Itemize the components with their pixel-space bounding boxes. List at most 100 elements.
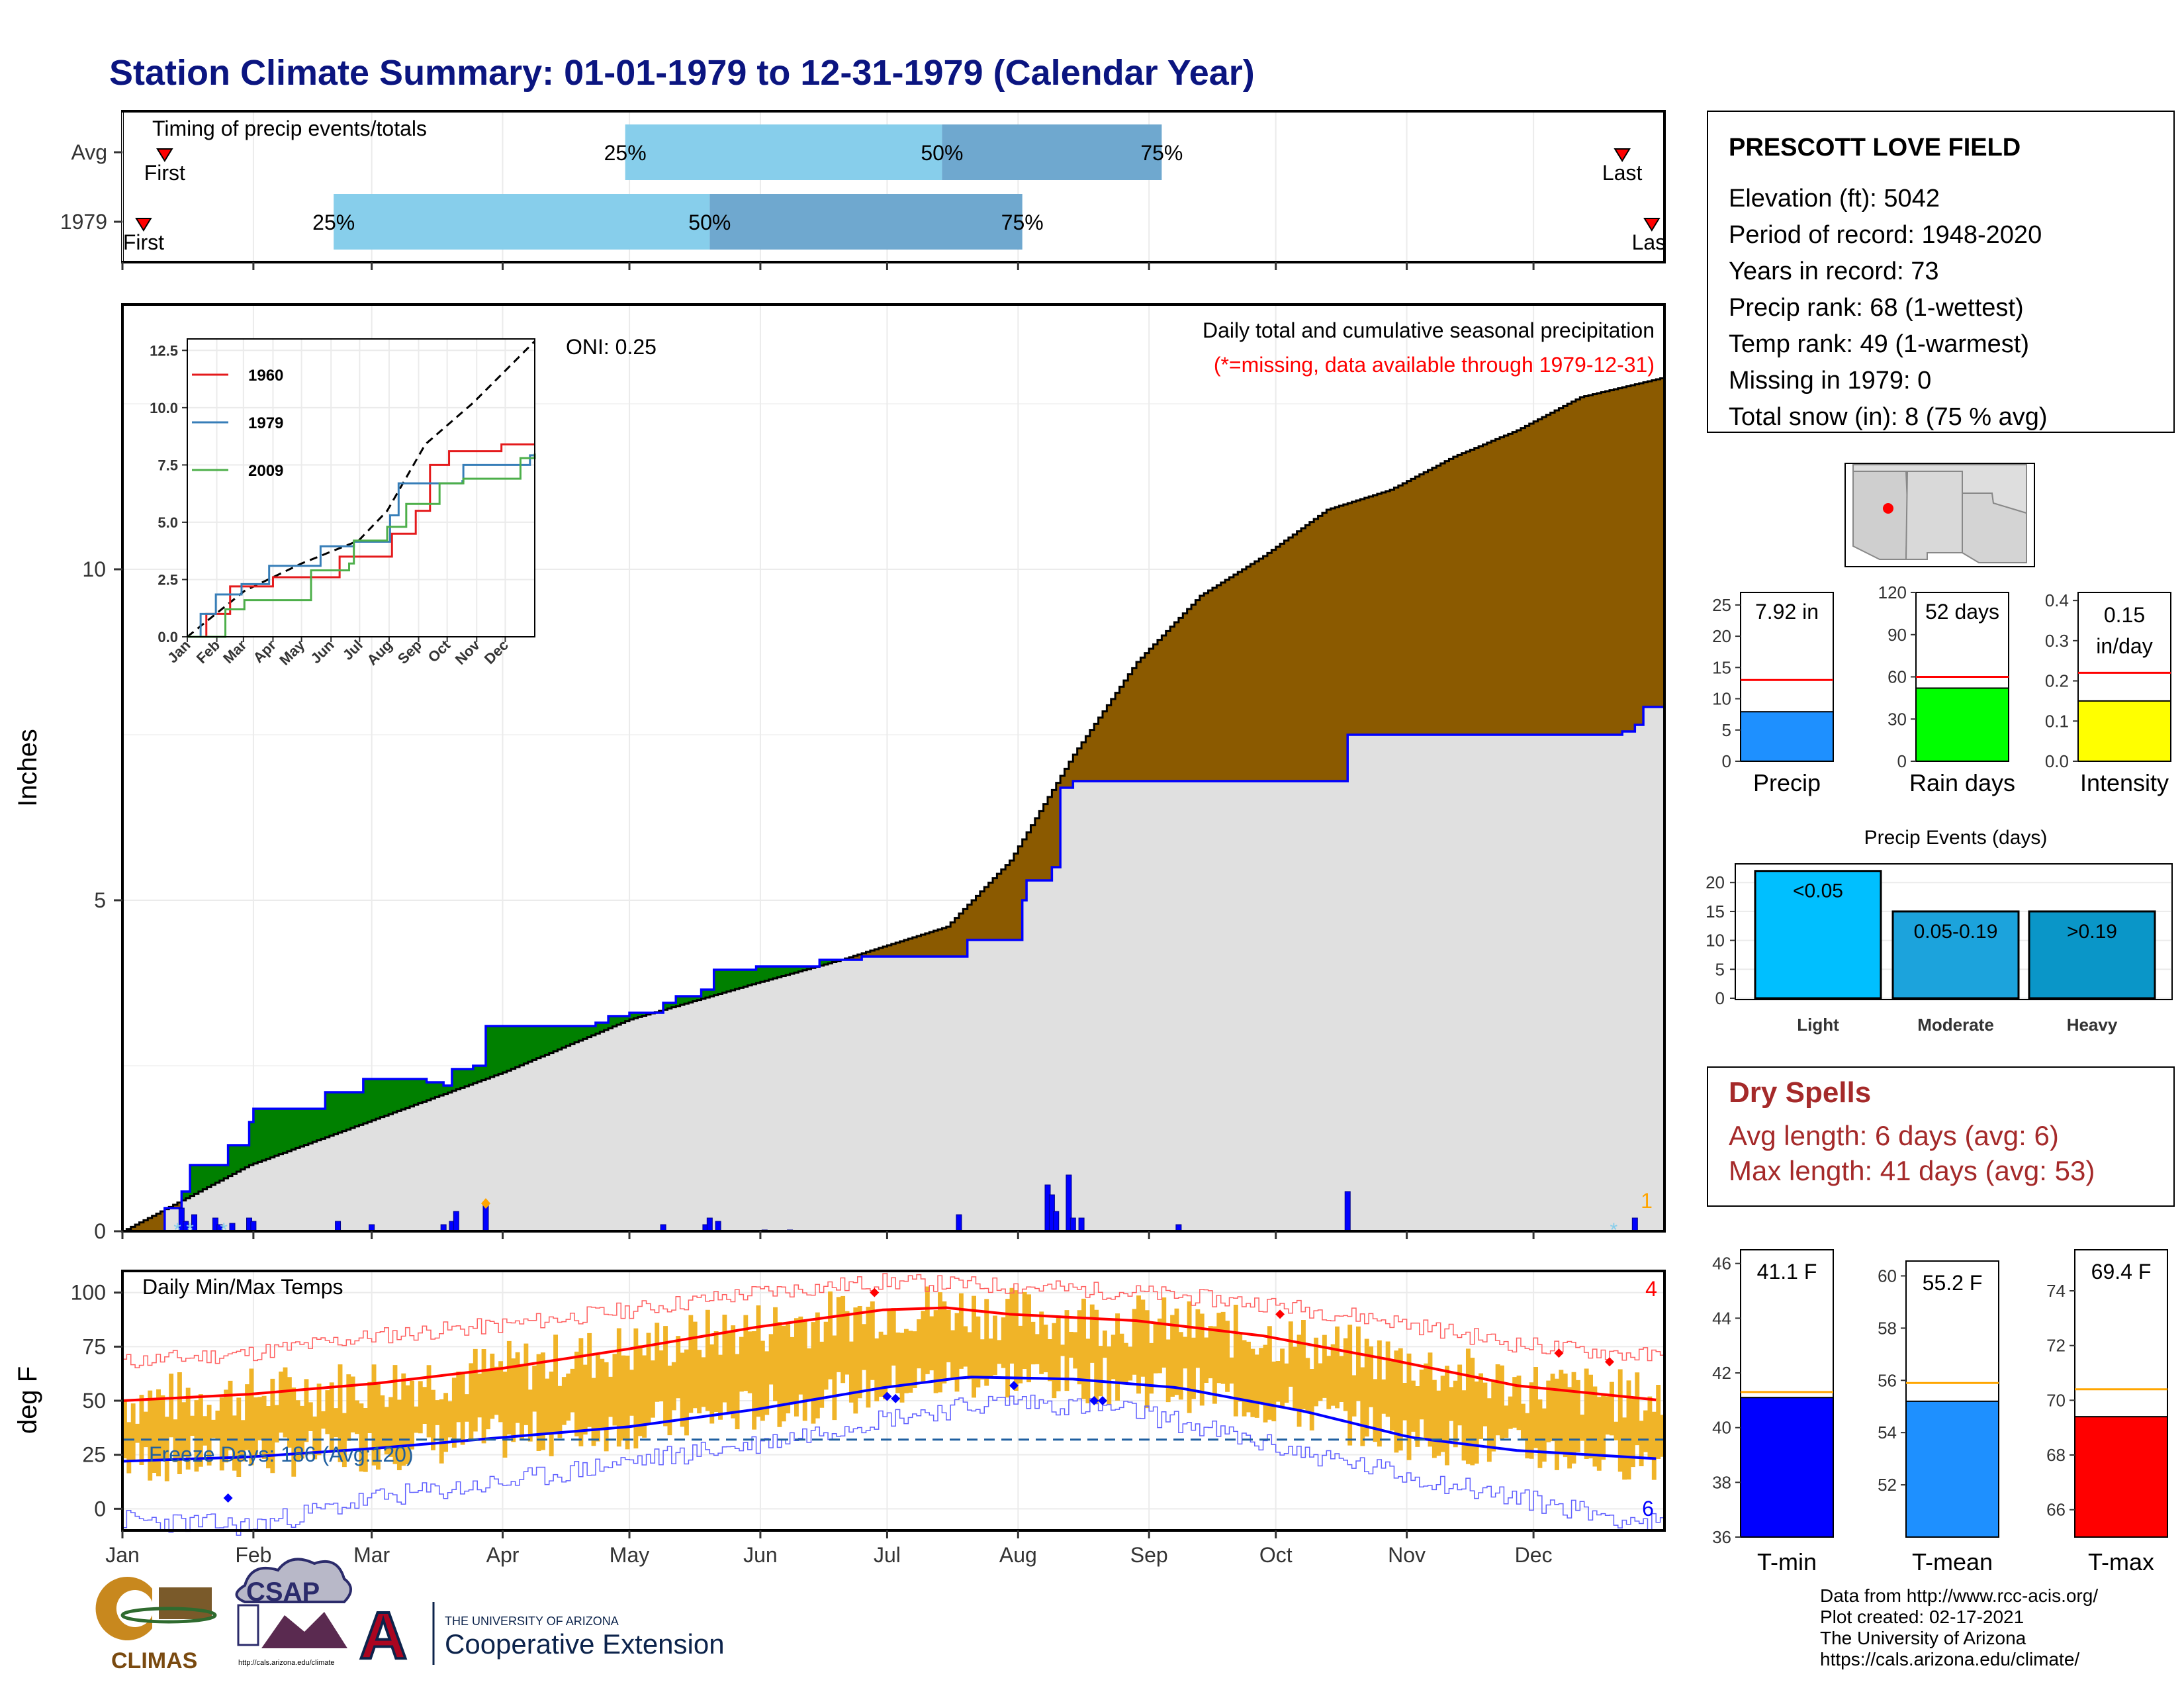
mini-bar-ytick-label: 5 [1722, 720, 1731, 740]
map-north-states [1852, 464, 2027, 514]
temp-bar-ytick-label: 44 [1712, 1308, 1731, 1328]
university-logo: A THE UNIVERSITY OF ARIZONA Cooperative … [358, 1597, 725, 1674]
first-label: First [123, 230, 164, 254]
month-label: Apr [486, 1543, 520, 1567]
station-info-line: Elevation (ft): 5042 [1729, 185, 1940, 212]
mini-bar-ytick-label: 25 [1712, 595, 1731, 615]
mini-bar-chart-intensity: 0.0 0.1 0.2 0.3 0.4 0.15 in/day Intensity [2045, 590, 2171, 796]
mini-bar-ytick-label: 0.2 [2045, 671, 2069, 691]
daily-precip-bar [1053, 1211, 1060, 1232]
precip-ytick-label: 5 [94, 888, 106, 912]
mini-bar-chart-rain-days: 0 30 60 90 120 52 days Rain days [1878, 583, 2015, 796]
daily-temp-range-bars [122, 1286, 1665, 1481]
mini-bar-label: Rain days [1909, 769, 2015, 796]
temp-bar-ytick-label: 36 [1712, 1527, 1731, 1547]
record-high-count: 4 [1645, 1277, 1657, 1301]
events-ytick-label: 15 [1706, 902, 1725, 921]
inset-legend-label: 2009 [248, 462, 283, 480]
inset-ytick-label: 0.0 [158, 629, 178, 645]
cumulative-1979-line [122, 706, 1664, 1233]
temp-bar-ytick-label: 70 [2046, 1390, 2066, 1410]
daily-precip-bar [1078, 1217, 1085, 1232]
temp-ytick-label: 0 [94, 1497, 106, 1521]
footer-credits: Data from http://www.rcc-acis.org/Plot c… [1820, 1585, 2098, 1669]
month-label: Jun [743, 1543, 778, 1567]
temp-bar-ytick-label: 74 [2046, 1281, 2066, 1301]
mini-bar-ytick-label: 0 [1722, 751, 1731, 771]
timing-pct-label: 25% [604, 141, 647, 165]
temp-bar-label: T-mean [1912, 1548, 1993, 1575]
station-info-line: Total snow (in): 8 (75 % avg) [1729, 403, 2048, 431]
events-ytick-label: 10 [1706, 931, 1725, 951]
snow-event-marker [480, 1198, 490, 1209]
timing-bar-25-50 [334, 194, 710, 250]
timing-pct-label: 75% [1140, 141, 1183, 165]
daily-precip-bar [250, 1221, 257, 1232]
station-info-line: Years in record: 73 [1729, 258, 1939, 285]
temp-bar-value [1740, 1397, 1834, 1538]
first-label: First [144, 161, 185, 185]
timing-bar-50-75 [709, 194, 1023, 250]
record-high-marker [1605, 1357, 1615, 1367]
mini-bar-value-text: 52 days [1925, 600, 1999, 624]
record-min-line [122, 1394, 1665, 1536]
temp-bar-ytick-label: 40 [1712, 1418, 1731, 1438]
mini-bar-value-text: 0.15 [2104, 603, 2145, 627]
station-info-line: Missing in 1979: 0 [1729, 367, 1931, 395]
station-info-line: Precip rank: 68 (1-wettest) [1729, 294, 2024, 322]
mini-bar-label: Precip [1753, 769, 1821, 796]
footer-line: https://cals.arizona.edu/climate/ [1820, 1649, 2079, 1669]
temp-bar-chart-t-max: 66 68 70 72 74 69.4 F T-max [2046, 1249, 2168, 1575]
month-label: Feb [235, 1543, 271, 1567]
timing-row-label: 1979 [60, 210, 107, 234]
first-marker [135, 218, 152, 232]
normal-tmin-line [122, 1376, 1657, 1463]
last-label: Last [1632, 230, 1672, 254]
record-high-marker [1554, 1348, 1564, 1358]
dry-spells-avg: Avg length: 6 days (avg: 6) [1729, 1120, 2059, 1151]
mini-bar-ytick-label: 90 [1888, 625, 1907, 645]
mini-bar-ytick-label: 60 [1888, 667, 1907, 687]
inset-series-2009 [187, 453, 536, 638]
precip-events-chart: Precip Events (days) 0 5 10 15 20 <0.05 Light 0… [1706, 827, 2173, 1035]
mini-bar-ytick-label: 0.1 [2045, 711, 2069, 731]
month-label: Aug [999, 1543, 1037, 1567]
precip-legend-title: Daily total and cumulative seasonal prec… [1203, 318, 1655, 342]
events-ytick-label: 0 [1715, 988, 1725, 1008]
inset-ytick-label: 5.0 [158, 514, 178, 531]
map-arizona [1852, 471, 1909, 560]
record-max-line [122, 1273, 1665, 1368]
last-label: Last [1602, 161, 1643, 185]
csap-url: http://cals.arizona.edu/climate [238, 1659, 335, 1667]
temp-bar-ytick-label: 72 [2046, 1336, 2066, 1356]
inset-legend-label: 1960 [248, 367, 283, 385]
mini-bar-ytick-label: 0.4 [2045, 590, 2069, 610]
month-label: Dec [1515, 1543, 1553, 1567]
timing-bar-25-50 [625, 124, 942, 180]
temp-bar-ytick-label: 60 [1878, 1266, 1897, 1286]
oni-value: ONI: 0.25 [566, 335, 657, 359]
temp-bar-ytick-label: 58 [1878, 1318, 1897, 1338]
snow-count: 1 [1641, 1189, 1653, 1213]
month-label: Sep [1130, 1543, 1168, 1567]
temp-ytick-label: 75 [82, 1335, 106, 1358]
mini-bar-ytick-label: 0.0 [2045, 751, 2069, 771]
footer-line: Plot created: 02-17-2021 [1820, 1607, 2024, 1627]
csap-logo-text: CSAP [246, 1577, 320, 1607]
footer-line: The University of Arizona [1820, 1628, 2026, 1648]
temp-bar-value [2074, 1416, 2168, 1538]
month-label: May [610, 1543, 649, 1567]
precip-deficit-area [126, 378, 1665, 1231]
ua-big-text: Cooperative Extension [445, 1628, 725, 1660]
temp-ytick-label: 25 [82, 1443, 106, 1467]
ua-logo-letter: A [359, 1599, 407, 1673]
temp-bar-ytick-label: 52 [1878, 1475, 1897, 1495]
record-low-marker [1089, 1396, 1099, 1405]
timing-pct-label: 50% [921, 141, 963, 165]
timing-panel: Avg 1979 Timing of precip events/totals 2… [60, 110, 1672, 270]
inset-legend-label: 1979 [248, 414, 283, 432]
temp-bar-ytick-label: 68 [2046, 1445, 2066, 1465]
daily-precip-bar [706, 1217, 713, 1232]
